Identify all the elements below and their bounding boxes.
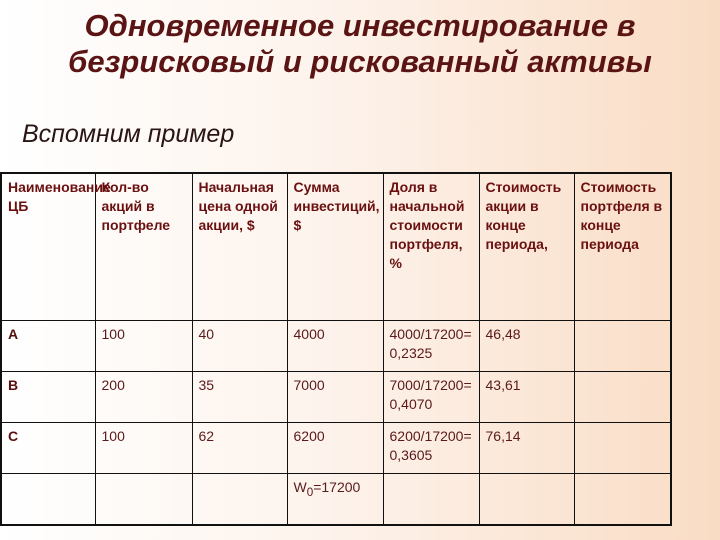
table-cell: 46,48	[478, 320, 575, 372]
table-cell: 4000	[286, 320, 384, 372]
table-row: A 100 40 4000 4000/17200=0,2325 46,48	[0, 320, 672, 372]
table-cell: 100	[94, 422, 193, 474]
header-cell: Стоимость акции в конце периода,	[478, 172, 575, 321]
table-cell: 35	[191, 371, 288, 423]
table-cell	[573, 320, 672, 372]
table-cell: 6200	[286, 422, 384, 474]
header-cell: Начальная цена одной акции, $	[191, 172, 288, 321]
table-cell: 7000	[286, 371, 384, 423]
table-cell	[191, 473, 288, 526]
table-row: C 100 62 6200 6200/17200=0,3605 76,14	[0, 422, 672, 474]
total-subscript: 0	[306, 485, 314, 499]
table-cell	[478, 473, 575, 526]
table-cell	[573, 473, 672, 526]
table-cell: A	[0, 320, 96, 372]
total-symbol: W	[293, 479, 307, 495]
header-cell: Сумма инвестиций, $	[286, 172, 384, 321]
slide-subtitle: Вспомним пример	[22, 120, 235, 148]
table-total-row: W0=17200	[0, 473, 672, 526]
table-cell: 200	[94, 371, 193, 423]
table-header-row: Наименование ЦБ Кол-во акций в портфеле …	[0, 172, 672, 321]
table-cell	[382, 473, 480, 526]
header-cell: Наименование ЦБ	[0, 172, 111, 321]
table-row: B 200 35 7000 7000/17200=0,4070 43,61	[0, 371, 672, 423]
table-cell: C	[0, 422, 96, 474]
table-cell: 62	[191, 422, 288, 474]
table-cell	[94, 473, 193, 526]
total-investment-cell: W0=17200	[286, 473, 384, 526]
header-cell: Стоимость портфеля в конце периода	[573, 172, 672, 321]
portfolio-table: Наименование ЦБ Кол-во акций в портфеле …	[0, 172, 672, 526]
header-cell: Доля в начальной стоимости портфеля, %	[382, 172, 480, 321]
table-cell: 100	[94, 320, 193, 372]
table-cell: 43,61	[478, 371, 575, 423]
table-cell: B	[0, 371, 96, 423]
total-value: =17200	[313, 479, 361, 495]
table-cell: 7000/17200=0,4070	[382, 371, 480, 423]
table-cell: 40	[191, 320, 288, 372]
table-cell	[573, 371, 672, 423]
header-cell: Кол-во акций в портфеле	[94, 172, 193, 321]
slide-title: Одновременное инвестирование в безрисков…	[68, 8, 652, 79]
table-cell: 6200/17200=0,3605	[382, 422, 480, 474]
table-cell: 4000/17200=0,2325	[382, 320, 480, 372]
table-cell	[573, 422, 672, 474]
table-cell	[0, 473, 96, 526]
table-cell: 76,14	[478, 422, 575, 474]
